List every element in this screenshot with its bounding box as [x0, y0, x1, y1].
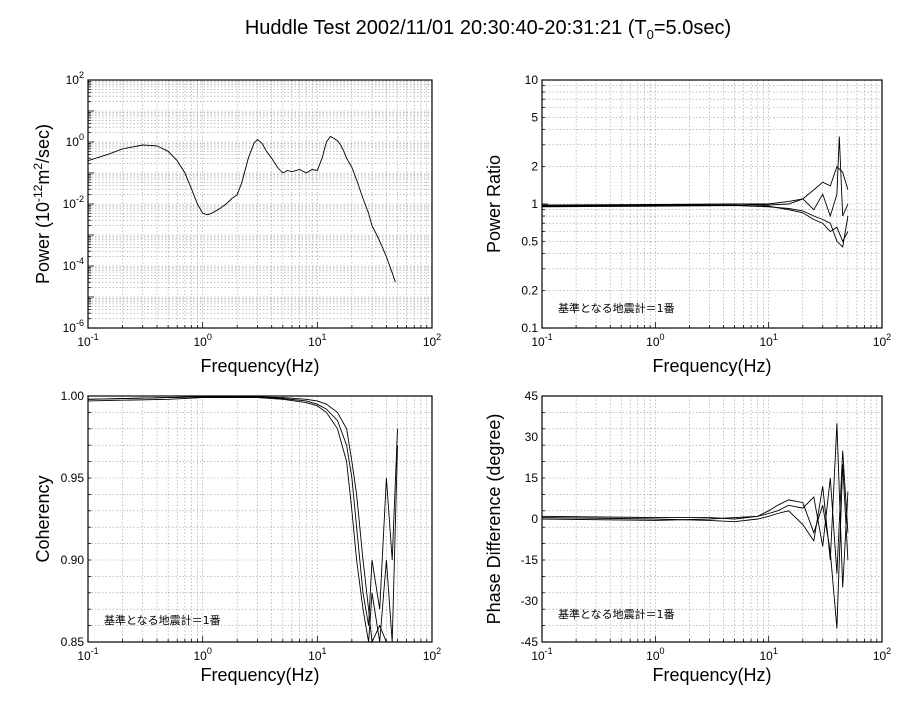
y-tick-labels: 45 30 15 0 -15 -30 -45	[521, 389, 539, 649]
x-axis-label: Frequency(Hz)	[652, 665, 771, 685]
y-tick-label: 10-6	[63, 318, 84, 335]
x-tick-label: 100	[646, 646, 664, 663]
grid	[88, 80, 432, 328]
x-tick-labels: 10-1 100 101 102	[531, 332, 891, 349]
x-tick-label: 100	[646, 332, 664, 349]
x-tick-label: 10-1	[77, 646, 98, 663]
series-line	[541, 136, 849, 218]
x-tick-label: 102	[873, 646, 891, 663]
x-axis-label: Frequency(Hz)	[652, 356, 771, 376]
x-axis-label: Frequency(Hz)	[200, 356, 319, 376]
x-tick-label: 10-1	[531, 332, 552, 349]
y-tick-labels: 102 100 10-2 10-4 10-6	[63, 70, 84, 335]
y-tick-label: 10-4	[63, 256, 84, 273]
x-tick-label: 101	[308, 332, 326, 349]
y-tick-label: 1.00	[61, 389, 85, 403]
y-axis-label: Power (10-12m2/sec)	[31, 124, 53, 284]
y-tick-label: 100	[66, 132, 84, 149]
y-tick-label: 45	[525, 389, 539, 403]
series-line	[87, 135, 396, 283]
power-ratio-panel: 10-1 100 101 102 10 5 2 1 0.5 0.2 0.1 基準となる地震計＝1番…	[484, 73, 891, 376]
series-line	[541, 205, 849, 248]
x-tick-label: 101	[759, 332, 777, 349]
chart-title: Huddle Test 2002/11/01 20:30:40-20:31:21…	[245, 17, 731, 42]
x-tick-label: 10-1	[77, 332, 98, 349]
x-tick-labels: 10-1 100 101 102	[531, 646, 891, 663]
reference-annotation: 基準となる地震計＝1番	[104, 613, 221, 627]
grid	[88, 396, 432, 642]
y-tick-label: 30	[525, 430, 539, 444]
x-tick-label: 102	[423, 332, 441, 349]
y-tick-label: 102	[66, 70, 84, 87]
reference-annotation: 基準となる地震計＝1番	[558, 607, 675, 621]
plot-frame	[87, 395, 433, 643]
x-tick-label: 10-1	[531, 646, 552, 663]
y-tick-labels: 1.00 0.95 0.90 0.85	[61, 389, 85, 649]
y-tick-labels: 10 5 2 1 0.5 0.2 0.1	[521, 73, 538, 335]
x-tick-label: 100	[193, 332, 211, 349]
reference-annotation: 基準となる地震計＝1番	[558, 301, 675, 315]
series-line	[541, 423, 849, 588]
x-tick-label: 101	[308, 646, 326, 663]
y-tick-label: 0.1	[521, 321, 538, 335]
series-line	[87, 396, 398, 626]
x-tick-label: 100	[193, 646, 211, 663]
x-axis-label: Frequency(Hz)	[200, 665, 319, 685]
y-tick-label: 10-2	[63, 194, 84, 211]
x-tick-labels: 10-1 100 101 102	[77, 646, 441, 663]
y-tick-label: 0.2	[521, 284, 538, 298]
plot-series	[87, 396, 398, 644]
x-tick-label: 102	[873, 332, 891, 349]
y-tick-label: -30	[521, 594, 539, 608]
y-tick-label: 0.95	[61, 471, 85, 485]
series-line	[541, 165, 849, 207]
y-tick-label: 5	[531, 110, 538, 124]
series-line	[87, 397, 398, 643]
y-tick-label: 0.90	[61, 553, 85, 567]
series-line	[87, 396, 398, 644]
y-tick-label: 10	[525, 73, 539, 87]
y-tick-label: -15	[521, 553, 539, 567]
phase-difference-panel: 10-1 100 101 102 45 30 15 0 -15 -30 -45 基準となる地震計＝…	[484, 389, 891, 685]
coherency-panel: 10-1 100 101 102 1.00 0.95 0.90 0.85 基準となる地震計＝…	[33, 389, 441, 685]
y-tick-label: 15	[525, 471, 539, 485]
y-tick-label: 0.5	[521, 234, 538, 248]
x-tick-label: 102	[423, 646, 441, 663]
x-tick-label: 101	[759, 646, 777, 663]
plot-frame	[541, 79, 883, 329]
x-tick-labels: 10-1 100 101 102	[77, 332, 441, 349]
plot-series	[541, 136, 849, 248]
series-line	[541, 464, 849, 629]
y-tick-label: 0.85	[61, 635, 85, 649]
y-axis-label: Power Ratio	[484, 155, 504, 253]
power-spectrum-panel: 10-1 100 101 102 102 100 10-2 10-4 10-6 Frequen…	[31, 70, 441, 376]
y-tick-label: 0	[531, 512, 538, 526]
series-line	[541, 450, 849, 574]
plot-series	[541, 423, 849, 629]
y-tick-label: 1	[531, 197, 538, 211]
plot-frame	[87, 79, 433, 329]
y-axis-label: Phase Difference (degree)	[484, 414, 504, 625]
series-line	[541, 204, 849, 243]
plot-series	[87, 135, 396, 283]
y-axis-label: Coherency	[33, 475, 53, 562]
y-tick-label: 2	[531, 160, 538, 174]
plot-frame	[541, 395, 883, 643]
y-tick-label: -45	[521, 635, 539, 649]
